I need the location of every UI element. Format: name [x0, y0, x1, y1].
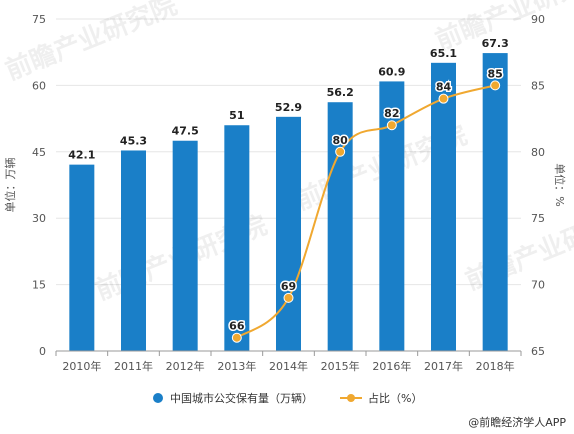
bar: [482, 53, 508, 352]
line-data-label: 66: [229, 320, 245, 333]
bar-data-label: 56.2: [327, 86, 354, 99]
y2-tick-label: 65: [531, 345, 545, 358]
watermark-text: 前瞻产业研究院: [1, 0, 181, 86]
bar-data-label: 51: [229, 109, 244, 122]
x-tick-label: 2012年: [166, 359, 205, 373]
y-tick-label: 60: [32, 79, 46, 92]
legend-bar-marker: [153, 393, 163, 403]
x-tick-label: 2016年: [372, 359, 411, 373]
y-tick-label: 75: [32, 13, 46, 26]
watermark-text: 前瞻产业研究院: [461, 200, 574, 297]
x-tick-label: 2010年: [62, 359, 101, 373]
axes: 0 15 30 45 60 75 65 70 75 80 85 90 2010年 2011年 2012年 20…: [32, 13, 545, 373]
bar-data-label: 47.5: [172, 125, 199, 138]
bar-data-label: 67.3: [482, 37, 509, 50]
line-point: [283, 292, 294, 303]
bar: [276, 116, 301, 351]
bar: [431, 62, 456, 351]
line-point: [490, 80, 501, 91]
credit-text: @前瞻经济学人APP: [468, 415, 566, 429]
legend-bar-label: 中国城市公交保有量（万辆）: [170, 391, 313, 405]
bar: [327, 102, 353, 351]
bar: [172, 140, 198, 351]
bar-data-label: 60.9: [378, 65, 405, 78]
bar-data-label: 42.1: [68, 149, 95, 162]
legend-line-dot: [347, 394, 355, 402]
line-data-label: 84: [436, 81, 452, 94]
x-tick-label: 2013年: [217, 359, 256, 373]
bar-series: [69, 53, 508, 352]
line-point: [386, 120, 397, 131]
y2-tick-label: 90: [531, 13, 545, 26]
x-tick-label: 2011年: [114, 359, 153, 373]
y2-tick-label: 75: [531, 212, 545, 225]
bar: [224, 125, 250, 352]
data-labels: 42.1 45.3 47.5 51 52.9 56.2 60.9 65.1 67.3 66 69 80…: [68, 37, 509, 334]
x-tick-label: 2018年: [476, 359, 515, 373]
line-data-label: 82: [384, 107, 399, 120]
bar: [121, 150, 146, 351]
line-series: [231, 80, 501, 343]
line-data-label: 69: [281, 280, 296, 293]
bar-data-label: 52.9: [275, 101, 302, 114]
y-axis-title: 单位：万辆: [3, 158, 17, 213]
line-data-label: 85: [488, 67, 503, 80]
line-point: [438, 93, 449, 104]
legend: 中国城市公交保有量（万辆） 占比（%）: [153, 391, 422, 405]
y-tick-label: 30: [32, 212, 46, 225]
legend-line-label: 占比（%）: [368, 391, 422, 405]
y2-tick-label: 85: [531, 79, 545, 92]
line-data-label: 80: [333, 134, 349, 147]
bar-data-label: 65.1: [430, 47, 457, 60]
bar-data-label: 45.3: [120, 134, 147, 147]
bar: [69, 164, 95, 351]
y2-axis-title: 单位：%: [553, 163, 567, 206]
y-tick-label: 15: [32, 279, 46, 292]
line-point: [231, 332, 242, 343]
y2-tick-label: 70: [531, 279, 545, 292]
line-point: [335, 146, 346, 157]
y-tick-label: 0: [39, 345, 46, 358]
y2-tick-label: 80: [531, 146, 545, 159]
y-tick-label: 45: [32, 146, 46, 159]
x-tick-label: 2014年: [269, 359, 308, 373]
x-tick-label: 2017年: [424, 359, 463, 373]
x-tick-label: 2015年: [321, 359, 360, 373]
